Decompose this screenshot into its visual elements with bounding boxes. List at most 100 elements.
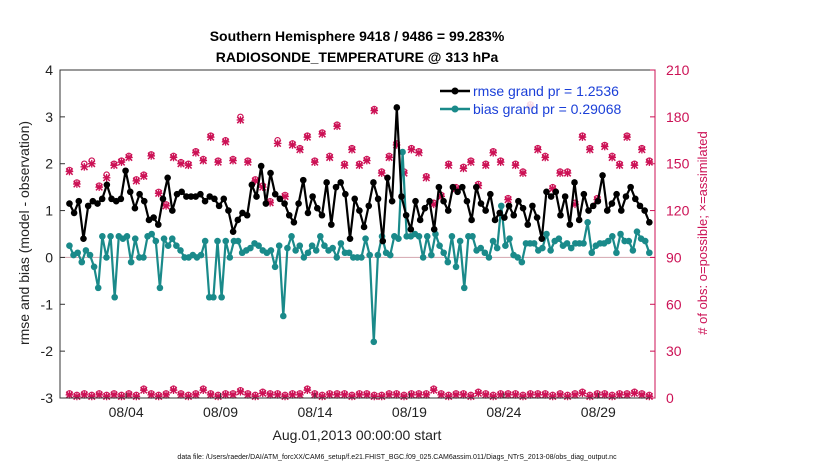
legend-rmse-marker [451,87,459,95]
bias-point [609,233,616,240]
bias-point [90,263,98,271]
obs-assimilated-marker [481,161,490,170]
y-right-tick-label: 120 [666,203,690,219]
rmse-point [197,190,204,198]
rmse-point [543,188,550,196]
bias-point [588,249,596,257]
obs-assimilated-marker [377,169,386,177]
rmse-point [281,200,288,207]
obs-bottom-assimilated-marker [184,392,193,401]
rmse-point [496,209,503,217]
obs-bottom-assimilated-marker [444,392,453,401]
rmse-point [257,162,265,170]
obs-bottom-assimilated-marker [600,391,609,399]
rmse-point [248,181,256,189]
bias-point [567,244,575,252]
rmse-point [140,197,148,205]
rmse-point [557,211,564,219]
rmse-point [416,216,424,224]
rmse-point [477,200,485,207]
obs-bottom-assimilated-marker [192,391,200,399]
rmse-point [482,207,489,214]
rmse-point [154,221,162,228]
rmse-point [131,204,139,212]
rmse-point [332,183,340,191]
bias-point [419,254,427,261]
legend-bg [438,82,644,120]
rmse-point [215,202,223,210]
obs-bottom-assimilated-marker [519,392,527,401]
obs-bottom-assimilated-marker [563,392,572,401]
obs-bottom-assimilated-marker [363,391,371,399]
bias-point [444,258,452,266]
bias-point [321,242,328,250]
obs-assimilated-marker [563,169,572,177]
bias-point [460,284,468,292]
obs-bottom-assimilated-marker [571,391,579,399]
obs-assimilated-marker [73,180,81,188]
obs-assimilated-marker [296,145,304,154]
rmse-point [211,195,218,203]
rmse-point [70,209,78,217]
obs-assimilated-marker [110,161,118,170]
obs-assimilated-marker [184,161,193,170]
rmse-point [435,183,443,191]
rmse-point [267,169,274,177]
chart-title-line2: RADIOSONDE_TEMPERATURE @ 313 hPa [216,49,499,65]
rmse-point [599,172,606,179]
obs-assimilated-marker [370,106,379,115]
bias-point [613,249,620,257]
rmse-point [337,179,344,186]
obs-assimilated-marker [325,153,334,162]
obs-assimilated-marker [318,130,327,138]
bias-point [177,247,184,254]
obs-bottom-assimilated-marker [586,392,594,401]
obs-bottom-assimilated-marker [288,391,297,399]
bias-point [317,233,324,240]
rmse-point [407,226,415,233]
obs-bottom-assimilated-marker [645,392,654,401]
bias-point [140,254,147,261]
obs-bottom-assimilated-marker [422,391,431,399]
bias-point [362,235,369,242]
y-tick-label: -3 [41,390,54,406]
obs-bottom-assimilated-marker [385,391,393,399]
bias-point [271,263,279,271]
obs-assimilated-marker [102,173,111,182]
bias-point [374,251,382,259]
obs-assimilated-marker [273,139,282,148]
obs-bottom-assimilated-marker [266,391,274,399]
bias-point [201,237,209,245]
obs-bottom-assimilated-marker [117,392,126,401]
bias-point [197,251,205,259]
bias-point [156,284,164,292]
rmse-point [412,197,419,205]
obs-assimilated-marker [221,138,230,146]
rmse-series [66,104,653,245]
bias-point [329,244,336,252]
bias-point [304,249,312,257]
obs-assimilated-marker [511,161,520,170]
bias-point [563,240,571,247]
bias-point [78,258,86,266]
y-right-tick-label: 0 [666,390,674,406]
obs-bottom-assimilated-marker [526,391,535,399]
y-right-tick-label: 60 [666,296,682,312]
obs-assimilated-marker [422,173,431,182]
bias-point [214,237,221,245]
x-axis-label: Aug.01,2013 00:00:00 start [273,427,442,443]
x-tick-label: 08/09 [203,404,238,420]
obs-bottom-assimilated-marker [132,392,141,401]
plot-background [60,70,655,398]
bias-point [300,254,308,261]
obs-bottom-assimilated-marker [578,389,587,398]
obs-assimilated-marker [504,195,512,204]
y-right-tick-label: 210 [666,62,690,78]
obs-bottom-assimilated-marker [377,392,386,401]
bias-point [296,242,304,250]
obs-bottom-assimilated-marker [303,386,312,394]
obs-assimilated-marker [578,133,587,141]
rmse-point [201,197,209,205]
bias-point [604,237,612,245]
